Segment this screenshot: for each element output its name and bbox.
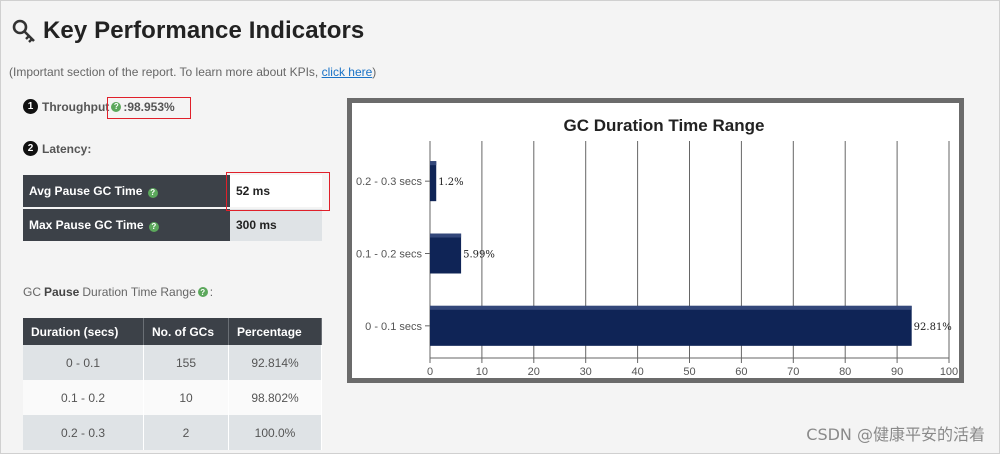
max-pause-value: 300 ms — [230, 208, 322, 243]
y-tick-label: 0 - 0.1 secs — [365, 321, 422, 333]
avg-pause-label-cell: Avg Pause GC Time ? — [23, 175, 230, 209]
x-tick-label: 60 — [735, 366, 747, 378]
duration-table: Duration (secs) No. of GCs Percentage 0 … — [23, 318, 322, 450]
page-title: Key Performance Indicators — [43, 17, 365, 44]
subtitle-text: (Important section of the report. To lea… — [9, 65, 322, 79]
x-tick-label: 10 — [476, 366, 488, 378]
bar — [430, 233, 462, 274]
subtitle: (Important section of the report. To lea… — [9, 65, 376, 79]
data-label: 5.99% — [463, 250, 495, 261]
gc-pause-range-label: GC Pause Duration Time Range ?: — [23, 285, 213, 299]
x-tick-label: 100 — [940, 366, 958, 378]
x-tick-label: 70 — [787, 366, 799, 378]
number-badge-1: 1 — [23, 99, 38, 114]
column-header: Duration (secs) — [23, 318, 144, 345]
watermark: CSDN @健康平安的活着 — [806, 425, 985, 444]
table-row: 0 - 0.1 155 92.814% — [23, 345, 322, 380]
highlight-box-avg-pause — [226, 172, 330, 211]
table-cell: 92.814% — [228, 345, 322, 380]
throughput-label: Throughput — [42, 99, 110, 114]
bar-highlight — [430, 233, 462, 238]
data-label: 1.2% — [438, 177, 463, 188]
help-icon[interactable]: ? — [148, 221, 159, 232]
max-pause-label: Max Pause GC Time — [29, 218, 144, 232]
table-cell: 10 — [143, 380, 229, 415]
bar — [430, 305, 912, 346]
table-cell: 2 — [143, 415, 229, 450]
table-cell: 0.1 - 0.2 — [23, 380, 144, 415]
table-row: 0.2 - 0.3 2 100.0% — [23, 415, 322, 450]
x-tick-label: 90 — [891, 366, 903, 378]
table-row: Max Pause GC Time ? 300 ms — [23, 208, 322, 243]
help-icon[interactable]: ? — [111, 101, 122, 112]
bar-highlight — [430, 305, 912, 310]
click-here-link[interactable]: click here — [321, 65, 373, 79]
chart-title: GC Duration Time Range — [564, 116, 765, 135]
table-row: Avg Pause GC Time ? 52 ms — [23, 175, 322, 209]
throughput-value: 98.953% — [127, 99, 175, 114]
data-label: 92.81% — [914, 322, 952, 333]
gc-label-suffix: Duration Time Range — [82, 285, 196, 299]
pause-time-table: Avg Pause GC Time ? 52 ms Max Pause GC T… — [23, 175, 322, 243]
chart-svg: GC Duration Time Range 0 10 20 30 40 50 60 70 80… — [356, 116, 958, 378]
gc-duration-chart: GC Duration Time Range 0 10 20 30 40 50 60 70 80… — [347, 98, 964, 383]
number-badge-2: 2 — [23, 141, 38, 156]
latency-line: 2 Latency: — [23, 141, 91, 156]
x-tick-label: 20 — [528, 366, 540, 378]
avg-pause-label: Avg Pause GC Time — [29, 184, 143, 198]
table-cell: 155 — [143, 345, 229, 380]
x-tick-label: 50 — [683, 366, 695, 378]
y-tick-label: 0.1 - 0.2 secs — [356, 249, 423, 261]
gc-label-prefix: GC — [23, 285, 41, 299]
highlight-box-throughput — [107, 97, 191, 119]
x-tick-label: 0 — [427, 366, 433, 378]
help-icon[interactable]: ? — [197, 287, 208, 297]
x-tick-label: 40 — [631, 366, 643, 378]
x-tick-label: 30 — [580, 366, 592, 378]
header: Key Performance Indicators — [11, 17, 364, 45]
gc-label-bold: Pause — [44, 285, 80, 299]
column-header: Percentage — [228, 318, 322, 345]
table-cell: 0.2 - 0.3 — [23, 415, 144, 450]
key-icon — [12, 19, 35, 43]
help-icon[interactable]: ? — [147, 187, 158, 198]
avg-pause-value: 52 ms — [230, 175, 322, 209]
max-pause-label-cell: Max Pause GC Time ? — [23, 208, 230, 243]
throughput-sep: : — [123, 99, 128, 114]
latency-label: Latency: — [42, 141, 92, 156]
table-header-row: Duration (secs) No. of GCs Percentage — [23, 318, 322, 345]
bar-highlight — [430, 161, 437, 166]
x-tick-label: 80 — [839, 366, 851, 378]
gc-label-colon: : — [209, 285, 214, 299]
table-cell: 0 - 0.1 — [23, 345, 144, 380]
table-cell: 100.0% — [228, 415, 322, 450]
y-tick-label: 0.2 - 0.3 secs — [356, 176, 423, 188]
throughput-line: 1 Throughput ? : 98.953% — [23, 99, 175, 114]
table-cell: 98.802% — [228, 380, 322, 415]
subtitle-suffix: ) — [372, 65, 377, 79]
table-row: 0.1 - 0.2 10 98.802% — [23, 380, 322, 415]
column-header: No. of GCs — [143, 318, 229, 345]
bar — [430, 161, 437, 202]
